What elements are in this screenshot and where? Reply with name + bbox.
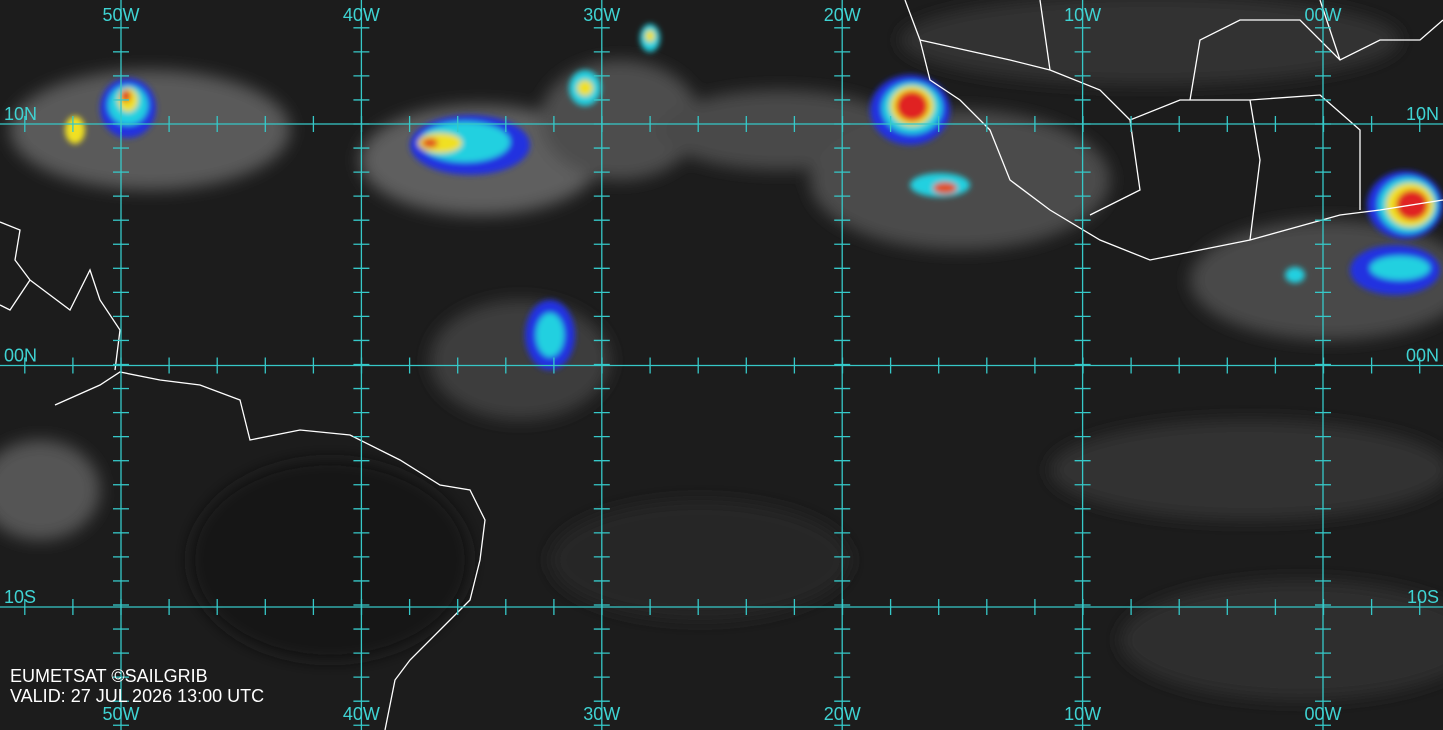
longitude-label-bottom: 50W — [102, 704, 139, 724]
longitude-label-bottom: 10W — [1064, 704, 1101, 724]
longitude-label-bottom: 30W — [583, 704, 620, 724]
latitude-label-right: 00N — [1406, 345, 1439, 365]
longitude-label-bottom: 20W — [824, 704, 861, 724]
longitude-label-top: 20W — [824, 5, 861, 25]
longitude-label-top: 00W — [1304, 5, 1341, 25]
longitude-label-top: 30W — [583, 5, 620, 25]
latitude-label-left: 10S — [4, 587, 36, 607]
longitude-label-top: 50W — [102, 5, 139, 25]
longitude-label-bottom: 40W — [343, 704, 380, 724]
latitude-label-right: 10S — [1407, 587, 1439, 607]
latitude-label-left: 10N — [4, 104, 37, 124]
valid-time: VALID: 27 JUL 2026 13:00 UTC — [10, 686, 264, 706]
latitude-label-left: 00N — [4, 345, 37, 365]
longitude-label-bottom: 00W — [1304, 704, 1341, 724]
longitude-label-top: 40W — [343, 5, 380, 25]
credit: EUMETSAT ©SAILGRIB — [10, 666, 208, 686]
latitude-label-right: 10N — [1406, 104, 1439, 124]
longitude-label-top: 10W — [1064, 5, 1101, 25]
